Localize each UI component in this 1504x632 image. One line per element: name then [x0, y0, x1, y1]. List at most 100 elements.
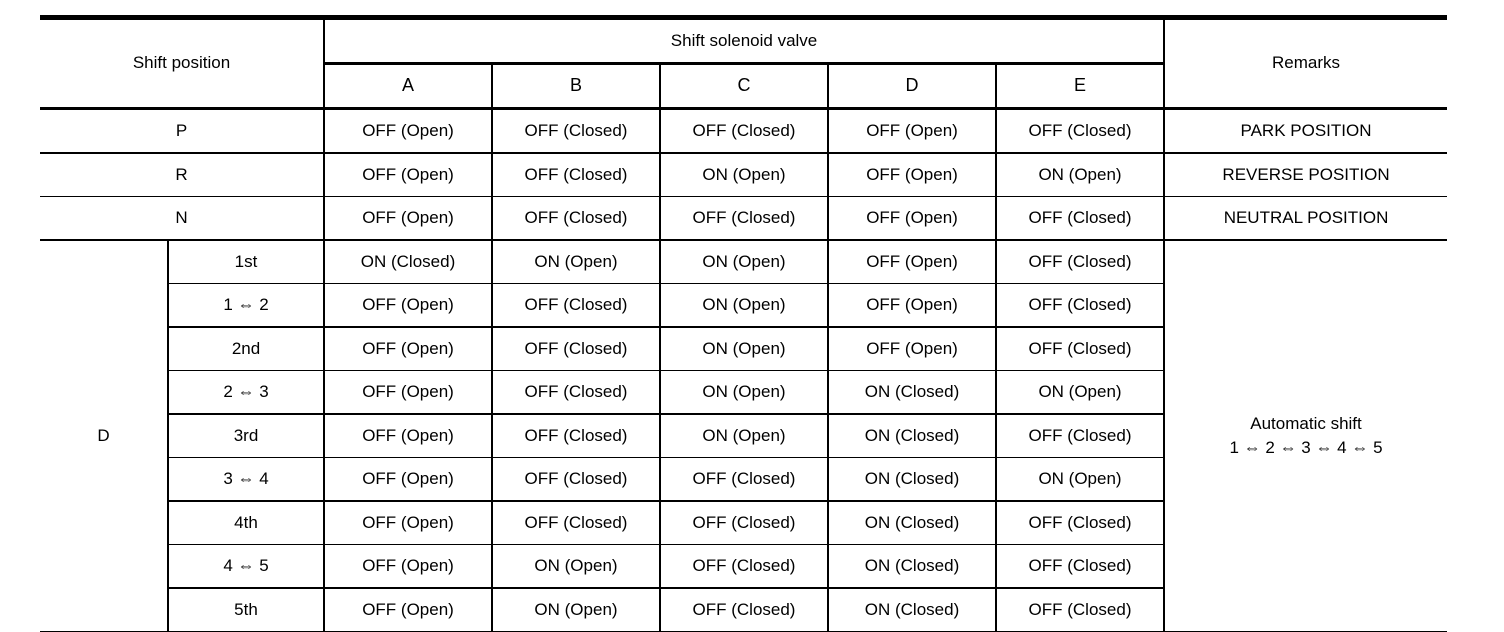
- solenoid-value-cell: OFF (Closed): [994, 196, 1165, 241]
- solenoid-value-cell: OFF (Closed): [491, 501, 660, 545]
- table-header-row-groups: Shift position Shift solenoid valve Rema…: [40, 17, 1447, 110]
- solenoid-value-cell: ON (Open): [491, 544, 660, 589]
- d-position-cell: D: [40, 240, 168, 632]
- solenoid-value-cell: OFF (Open): [323, 153, 492, 197]
- solenoid-value-cell: OFF (Open): [323, 414, 492, 458]
- solenoid-value-cell: ON (Closed): [827, 544, 996, 589]
- position-cell: N: [40, 196, 324, 241]
- shift-solenoid-table: Shift position Shift solenoid valve Rema…: [40, 15, 1447, 632]
- solenoid-value-cell: OFF (Closed): [659, 588, 828, 632]
- solenoid-value-cell: OFF (Closed): [491, 153, 660, 197]
- table-row: 1 ⇔ 2 OFF (Open) OFF (Closed) ON (Open) OFF …: [40, 283, 1447, 328]
- column-header-d: D: [827, 63, 996, 110]
- solenoid-value-cell: OFF (Open): [827, 327, 996, 371]
- table-row: 5th OFF (Open) ON (Open) OFF (Closed) ON (Cl…: [40, 588, 1447, 632]
- table-row: N OFF (Open) OFF (Closed) OFF (Closed) OFF (…: [40, 196, 1447, 241]
- solenoid-value-cell: ON (Open): [491, 240, 660, 284]
- gear-cell: 1 ⇔ 2: [167, 283, 324, 328]
- solenoid-value-cell: ON (Open): [659, 327, 828, 371]
- shift-solenoid-valve-header: Shift solenoid valve: [322, 17, 1165, 65]
- table-header: Shift position Shift solenoid valve Rema…: [40, 17, 1447, 110]
- solenoid-value-cell: OFF (Closed): [659, 457, 828, 502]
- solenoid-value-cell: OFF (Open): [323, 283, 492, 328]
- solenoid-value-cell: ON (Closed): [827, 501, 996, 545]
- solenoid-value-cell: ON (Open): [994, 370, 1165, 415]
- solenoid-value-cell: OFF (Closed): [491, 327, 660, 371]
- remarks-cell: PARK POSITION: [1163, 108, 1447, 154]
- gear-cell: 1st: [167, 240, 324, 284]
- solenoid-value-cell: OFF (Closed): [659, 501, 828, 545]
- solenoid-value-cell: OFF (Closed): [491, 196, 660, 241]
- solenoid-value-cell: OFF (Open): [323, 196, 492, 241]
- solenoid-value-cell: ON (Closed): [323, 240, 492, 284]
- solenoid-value-cell: OFF (Closed): [994, 283, 1165, 328]
- solenoid-value-cell: ON (Open): [659, 283, 828, 328]
- solenoid-value-cell: OFF (Closed): [994, 414, 1165, 458]
- shift-sequence-label: 1 ⇔ 2 ⇔ 3 ⇔ 4 ⇔ 5: [1229, 438, 1383, 457]
- table-row: 2 ⇔ 3 OFF (Open) OFF (Closed) ON (Open) ON (…: [40, 370, 1447, 415]
- position-cell: R: [40, 153, 324, 197]
- column-header-c: C: [659, 63, 828, 110]
- column-header-e: E: [994, 63, 1165, 110]
- automatic-shift-label: Automatic shift: [1250, 414, 1362, 433]
- solenoid-value-cell: OFF (Open): [827, 240, 996, 284]
- gear-cell: 4 ⇔ 5: [167, 544, 324, 589]
- gear-cell: 2 ⇔ 3: [167, 370, 324, 415]
- solenoid-value-cell: ON (Open): [659, 414, 828, 458]
- table-row: 2nd OFF (Open) OFF (Closed) ON (Open) OFF (O…: [40, 327, 1447, 371]
- solenoid-value-cell: ON (Open): [659, 153, 828, 197]
- solenoid-value-cell: OFF (Open): [827, 196, 996, 241]
- solenoid-value-cell: OFF (Open): [323, 588, 492, 632]
- solenoid-value-cell: OFF (Closed): [994, 108, 1165, 154]
- solenoid-value-cell: ON (Open): [659, 240, 828, 284]
- solenoid-value-cell: OFF (Closed): [491, 414, 660, 458]
- gear-cell: 4th: [167, 501, 324, 545]
- table-row: R OFF (Open) OFF (Closed) ON (Open) OFF (Ope…: [40, 153, 1447, 197]
- gear-cell: 5th: [167, 588, 324, 632]
- table-row: 3 ⇔ 4 OFF (Open) OFF (Closed) OFF (Closed) O…: [40, 457, 1447, 502]
- remarks-header: Remarks: [1163, 17, 1447, 110]
- table-row: P OFF (Open) OFF (Closed) OFF (Closed) OFF (…: [40, 108, 1447, 154]
- solenoid-value-cell: OFF (Open): [827, 283, 996, 328]
- gear-cell: 3 ⇔ 4: [167, 457, 324, 502]
- solenoid-value-cell: OFF (Open): [323, 457, 492, 502]
- position-cell: P: [40, 108, 324, 154]
- solenoid-value-cell: OFF (Closed): [659, 544, 828, 589]
- solenoid-value-cell: OFF (Open): [323, 108, 492, 154]
- gear-cell: 2nd: [167, 327, 324, 371]
- gear-cell: 3rd: [167, 414, 324, 458]
- solenoid-value-cell: OFF (Closed): [659, 108, 828, 154]
- solenoid-value-cell: OFF (Closed): [994, 501, 1165, 545]
- table-row: 4th OFF (Open) OFF (Closed) OFF (Closed) ON …: [40, 501, 1447, 545]
- solenoid-value-cell: ON (Closed): [827, 370, 996, 415]
- solenoid-value-cell: ON (Open): [994, 153, 1165, 197]
- solenoid-value-cell: ON (Closed): [827, 414, 996, 458]
- table-row: D 1st ON (Closed) ON (Open) ON (Open) OFF (Op…: [40, 240, 1447, 632]
- solenoid-value-cell: ON (Open): [491, 588, 660, 632]
- solenoid-value-cell: OFF (Open): [827, 153, 996, 197]
- solenoid-value-cell: OFF (Open): [323, 501, 492, 545]
- solenoid-value-cell: OFF (Open): [323, 544, 492, 589]
- solenoid-value-cell: ON (Closed): [827, 457, 996, 502]
- solenoid-value-cell: OFF (Open): [323, 370, 492, 415]
- table-body: P OFF (Open) OFF (Closed) OFF (Closed) OFF (…: [40, 108, 1447, 632]
- column-header-a: A: [323, 63, 492, 110]
- solenoid-value-cell: ON (Closed): [827, 588, 996, 632]
- solenoid-value-cell: OFF (Open): [827, 108, 996, 154]
- solenoid-value-cell: OFF (Closed): [994, 544, 1165, 589]
- table-row: 3rd OFF (Open) OFF (Closed) ON (Open) ON (Cl…: [40, 414, 1447, 458]
- table-row: 4 ⇔ 5 OFF (Open) ON (Open) OFF (Closed) ON (…: [40, 544, 1447, 589]
- solenoid-value-cell: OFF (Closed): [659, 196, 828, 241]
- remarks-cell: NEUTRAL POSITION: [1163, 196, 1447, 241]
- solenoid-value-cell: OFF (Closed): [994, 588, 1165, 632]
- solenoid-value-cell: OFF (Closed): [994, 327, 1165, 371]
- remarks-cell: REVERSE POSITION: [1163, 153, 1447, 197]
- remarks-cell: Automatic shift 1 ⇔ 2 ⇔ 3 ⇔ 4 ⇔ 5: [1163, 240, 1447, 632]
- solenoid-value-cell: OFF (Closed): [491, 457, 660, 502]
- solenoid-value-cell: OFF (Closed): [491, 108, 660, 154]
- solenoid-value-cell: ON (Open): [659, 370, 828, 415]
- shift-position-header: Shift position: [40, 17, 324, 110]
- column-header-b: B: [491, 63, 660, 110]
